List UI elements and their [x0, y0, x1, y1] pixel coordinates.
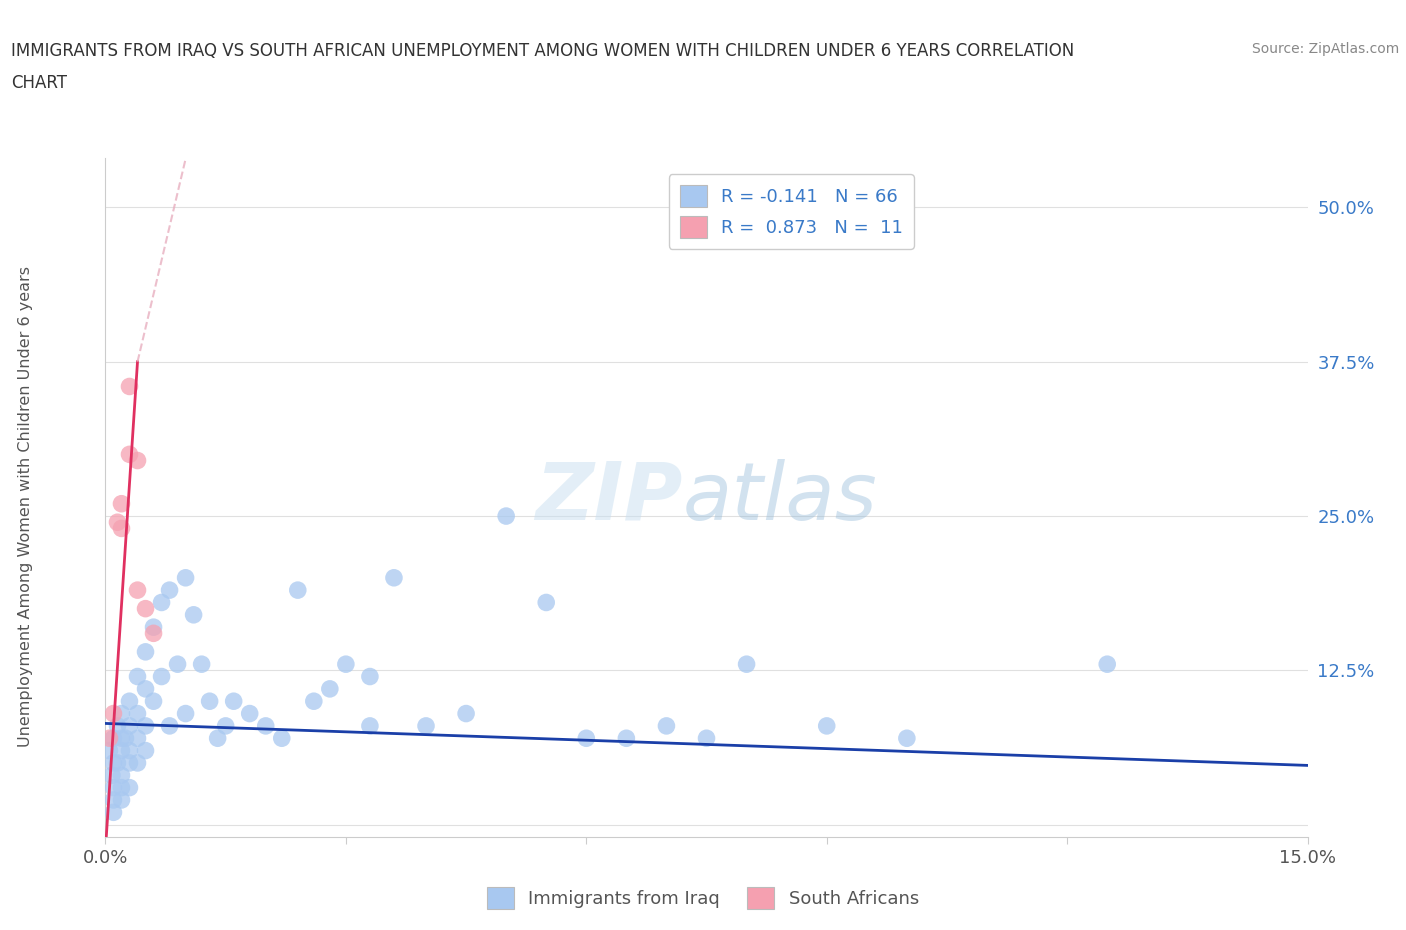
Point	[135, 644, 157, 659]
Point	[118, 743, 141, 758]
Point	[198, 694, 221, 709]
Point	[101, 768, 124, 783]
Point	[302, 694, 325, 709]
Text: atlas: atlas	[682, 458, 877, 537]
Point	[127, 583, 149, 598]
Point	[166, 657, 188, 671]
Point	[382, 570, 405, 585]
Point	[107, 719, 129, 734]
Text: IMMIGRANTS FROM IRAQ VS SOUTH AFRICAN UNEMPLOYMENT AMONG WOMEN WITH CHILDREN UND: IMMIGRANTS FROM IRAQ VS SOUTH AFRICAN UN…	[11, 42, 1074, 60]
Point	[896, 731, 918, 746]
Point	[110, 706, 132, 721]
Point	[159, 719, 181, 734]
Point	[575, 731, 598, 746]
Point	[335, 657, 357, 671]
Point	[190, 657, 212, 671]
Point	[815, 719, 838, 734]
Point	[110, 521, 132, 536]
Point	[103, 804, 125, 819]
Point	[98, 731, 121, 746]
Point	[110, 780, 132, 795]
Text: Source: ZipAtlas.com: Source: ZipAtlas.com	[1251, 42, 1399, 56]
Point	[103, 792, 125, 807]
Point	[150, 669, 173, 684]
Point	[135, 601, 157, 616]
Point	[103, 780, 125, 795]
Point	[495, 509, 517, 524]
Point	[103, 755, 125, 770]
Point	[103, 731, 125, 746]
Point	[214, 719, 236, 734]
Point	[118, 719, 141, 734]
Point	[127, 706, 149, 721]
Text: ZIP: ZIP	[536, 458, 682, 537]
Point	[127, 669, 149, 684]
Point	[239, 706, 262, 721]
Text: Unemployment Among Women with Children Under 6 years: Unemployment Among Women with Children U…	[18, 266, 32, 748]
Legend: Immigrants from Iraq, South Africans: Immigrants from Iraq, South Africans	[479, 880, 927, 916]
Point	[222, 694, 245, 709]
Point	[127, 453, 149, 468]
Point	[174, 706, 197, 721]
Point	[142, 694, 165, 709]
Point	[534, 595, 557, 610]
Text: CHART: CHART	[11, 74, 67, 92]
Point	[142, 626, 165, 641]
Point	[1097, 657, 1119, 671]
Point	[207, 731, 229, 746]
Point	[103, 706, 125, 721]
Point	[110, 497, 132, 512]
Point	[150, 595, 173, 610]
Point	[127, 755, 149, 770]
Point	[98, 743, 121, 758]
Point	[110, 743, 132, 758]
Point	[118, 780, 141, 795]
Point	[415, 719, 437, 734]
Point	[735, 657, 758, 671]
Point	[142, 619, 165, 634]
Point	[174, 570, 197, 585]
Point	[110, 768, 132, 783]
Point	[696, 731, 718, 746]
Point	[118, 755, 141, 770]
Point	[110, 792, 132, 807]
Point	[135, 719, 157, 734]
Point	[135, 743, 157, 758]
Point	[114, 731, 136, 746]
Point	[454, 706, 477, 721]
Point	[655, 719, 678, 734]
Point	[287, 583, 309, 598]
Point	[319, 682, 342, 697]
Point	[127, 731, 149, 746]
Legend: R = -0.141   N = 66, R =  0.873   N =  11: R = -0.141 N = 66, R = 0.873 N = 11	[669, 174, 914, 248]
Point	[359, 719, 381, 734]
Point	[270, 731, 292, 746]
Point	[110, 731, 132, 746]
Point	[159, 583, 181, 598]
Point	[107, 515, 129, 530]
Point	[254, 719, 277, 734]
Point	[118, 447, 141, 462]
Point	[118, 379, 141, 394]
Point	[135, 682, 157, 697]
Point	[107, 755, 129, 770]
Point	[359, 669, 381, 684]
Point	[183, 607, 205, 622]
Point	[616, 731, 638, 746]
Point	[118, 694, 141, 709]
